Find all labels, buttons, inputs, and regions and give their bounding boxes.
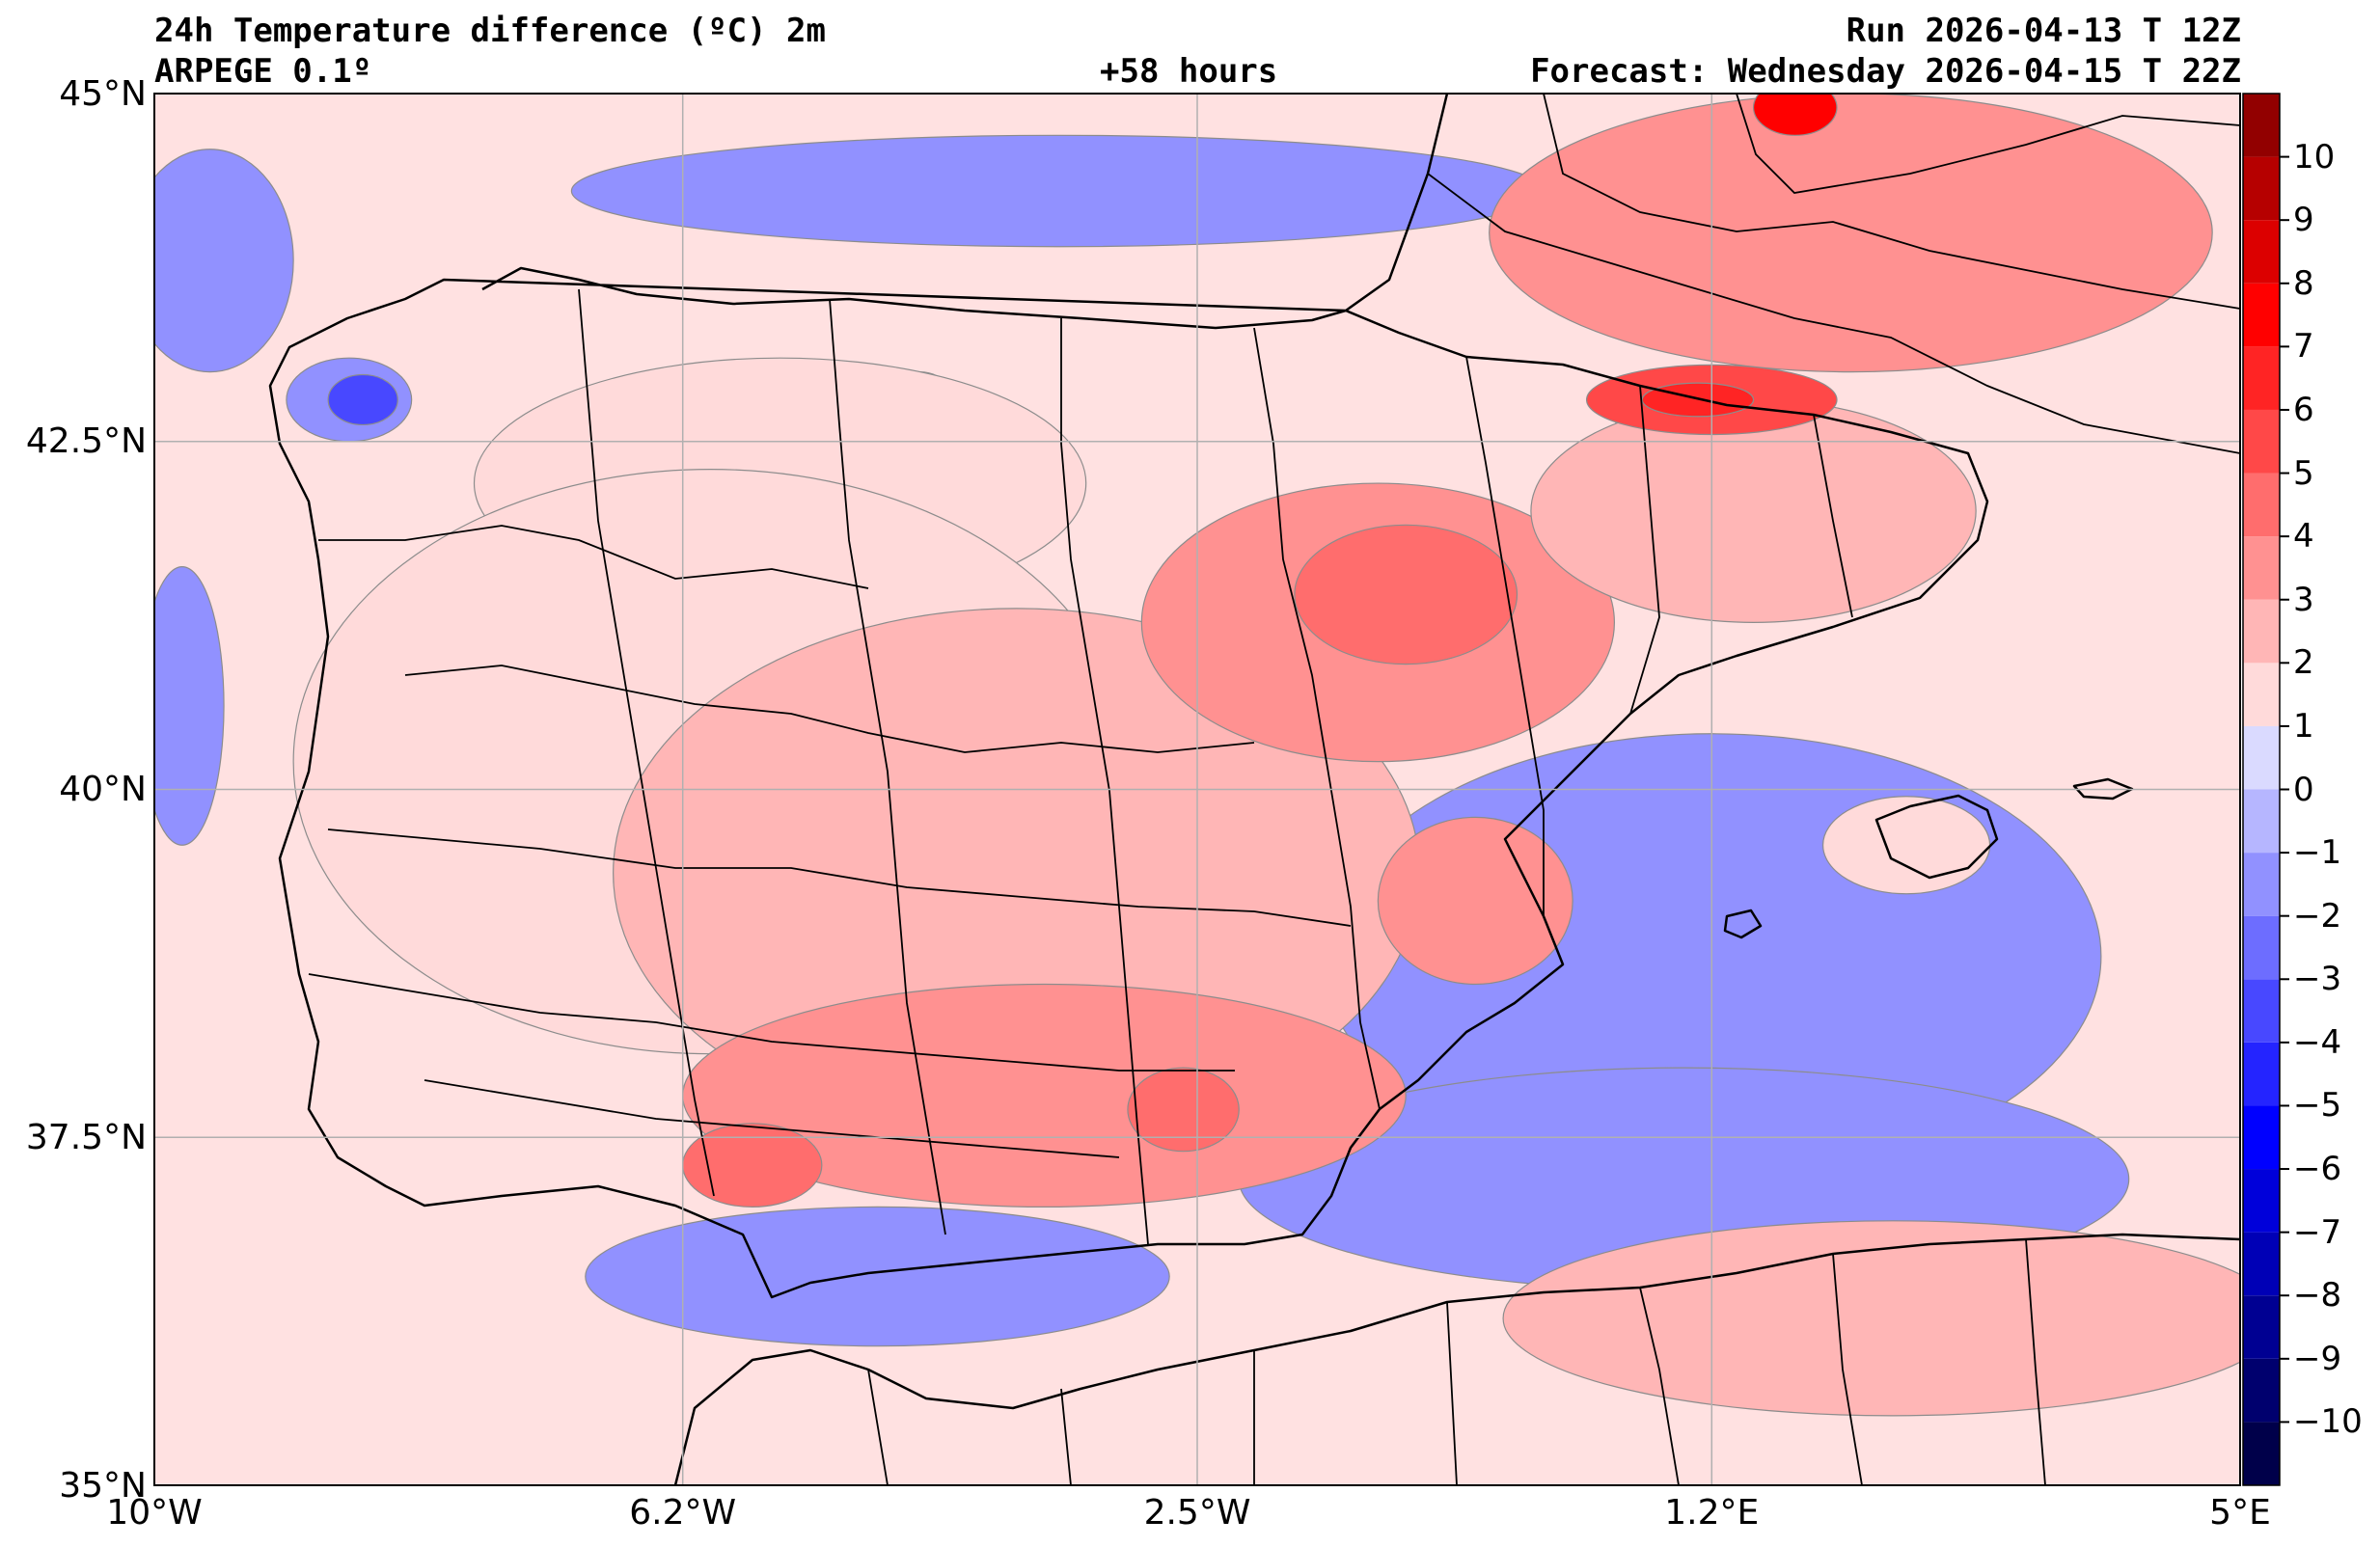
colorbar-segment: [2243, 1295, 2280, 1359]
colorbar-tick-label: −5: [2293, 1086, 2342, 1126]
colorbar-segment: [2243, 220, 2280, 284]
colorbar-tick-label: −10: [2293, 1402, 2363, 1442]
colorbar-tick-label: −9: [2293, 1339, 2342, 1378]
colorbar-tick-label: 4: [2293, 517, 2314, 556]
colorbar-tick-label: 10: [2293, 137, 2336, 176]
forecast-valid-time: Forecast: Wednesday 2026-04-15 T 22Z: [1530, 52, 2241, 91]
map-gridlines: [154, 94, 2240, 1485]
anomaly-region-25: [1821, 796, 1991, 895]
map-title: 24h Temperature difference (ºC) 2m: [154, 12, 826, 50]
colorbar-segment: [2243, 979, 2280, 1043]
colorbar-segment: [2243, 853, 2280, 916]
anomaly-region-17: [1294, 524, 1518, 665]
anomaly-region-8: [154, 149, 294, 373]
colorbar-segment: [2243, 1105, 2280, 1170]
colorbar-segment: [2243, 536, 2280, 600]
longitude-label: 2.5°W: [1143, 1493, 1251, 1533]
colorbar-segment: [2243, 789, 2280, 854]
colorbar-segment: [2243, 1042, 2280, 1106]
colorbar-tick-label: −8: [2293, 1276, 2342, 1316]
colorbar-tick-label: −4: [2293, 1022, 2342, 1062]
colorbar-segment: [2243, 1358, 2280, 1423]
colorbar-segment: [2243, 663, 2280, 726]
colorbar-segment: [2243, 1422, 2280, 1485]
colorbar-segment: [2243, 1169, 2280, 1233]
anomaly-region-23: [1752, 94, 1838, 136]
anomaly-region-18: [1377, 816, 1573, 986]
latitude-label: 45°N: [59, 73, 147, 114]
run-time: Run 2026-04-13 T 12Z: [1846, 12, 2241, 50]
latitude-label: 37.5°N: [25, 1117, 147, 1157]
latitude-label: 42.5°N: [25, 421, 147, 462]
latitude-label: 35°N: [59, 1465, 147, 1506]
anomaly-region-20: [1489, 94, 2213, 373]
colorbar-tick-label: −2: [2293, 896, 2342, 936]
colorbar-tick-label: 5: [2293, 453, 2314, 493]
iberian-coastline: [268, 94, 1989, 1299]
admin-borders: [308, 94, 2240, 1485]
colorbar-tick-label: 1: [2293, 706, 2314, 746]
colorbar-segment: [2243, 915, 2280, 980]
anomaly-region-4: [585, 1206, 1170, 1347]
anomaly-region-9: [154, 566, 225, 846]
colorbar-tick-label: 3: [2293, 580, 2314, 619]
colorbar-tick-label: 6: [2293, 390, 2314, 429]
map-frame: [153, 93, 2241, 1486]
anomaly-region-7: [570, 134, 1546, 248]
colorbar-segment: [2243, 599, 2280, 664]
colorbar-segment: [2243, 283, 2280, 347]
anomaly-region-24: [1502, 1220, 2240, 1417]
colorbar-ticks: [2280, 155, 2289, 1424]
colorbar: [2243, 94, 2280, 1485]
colorbar-segment: [2243, 1232, 2280, 1296]
menorca-coastline: [2072, 777, 2134, 801]
colorbar-tick-label: −1: [2293, 833, 2342, 873]
longitude-label: 10°W: [106, 1493, 203, 1533]
colorbar-tick-label: 7: [2293, 327, 2314, 366]
ibiza-coastline: [1723, 909, 1763, 939]
colorbar-tick-label: −7: [2293, 1212, 2342, 1252]
colorbar-tick-label: 8: [2293, 263, 2314, 303]
colorbar-segment: [2243, 94, 2280, 157]
colorbar-segment: [2243, 725, 2280, 790]
model-name: ARPEGE 0.1º: [154, 52, 372, 91]
colorbar-tick-label: 0: [2293, 770, 2314, 809]
colorbar-segment: [2243, 156, 2280, 221]
longitude-label: 5°E: [2209, 1493, 2271, 1533]
colorbar-tick-label: 2: [2293, 643, 2314, 683]
anomaly-region-15: [1127, 1067, 1240, 1153]
anomaly-region-1: [327, 373, 398, 426]
anomaly-region-14: [682, 1123, 823, 1208]
latitude-label: 40°N: [59, 770, 147, 809]
colorbar-segment: [2243, 346, 2280, 410]
north-african-coastline: [673, 1233, 2240, 1485]
colorbar-tick-label: −6: [2293, 1150, 2342, 1189]
mallorca-coastline: [1874, 794, 1999, 880]
colorbar-segment: [2243, 409, 2280, 474]
coastlines: [268, 94, 2240, 1485]
forecast-lead-time: +58 hours: [1100, 52, 1278, 91]
colorbar-tick-label: 9: [2293, 201, 2314, 240]
longitude-label: 6.2°W: [629, 1493, 737, 1533]
anomaly-regions-layer: [154, 94, 2240, 1417]
longitude-label: 1.2°E: [1664, 1493, 1760, 1533]
colorbar-segment: [2243, 473, 2280, 537]
colorbar-tick-label: −3: [2293, 960, 2342, 999]
